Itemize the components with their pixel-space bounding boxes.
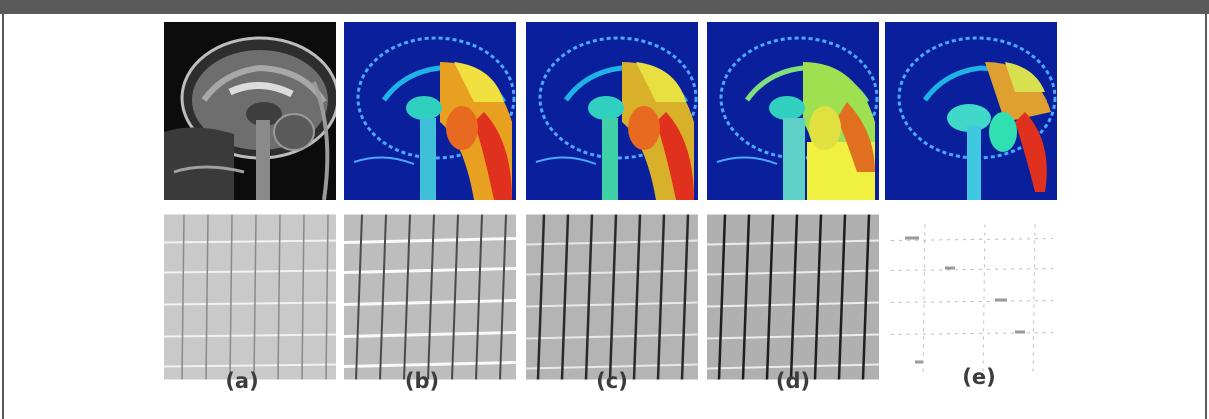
panel-a-brain-grayscale [164,22,336,200]
panel-b-brick-grayscale [344,208,516,386]
panel-d-brain-colormap [707,22,879,200]
panel-e-brick-sparse [885,208,1057,386]
panel-label-c: (c) [596,369,628,393]
panel-d-brick-grayscale [707,208,879,386]
panel-e-brain-colormap [885,22,1057,200]
top-border-bar [0,0,1209,14]
panel-label-a: (a) [225,369,259,393]
panel-a-brick-grayscale [164,208,336,386]
panel-c-brick-grayscale [526,208,698,386]
panel-label-d: (d) [775,369,811,393]
panel-c-brain-colormap [526,22,698,200]
panel-label-b: (b) [404,369,440,393]
panel-b-brain-colormap [344,22,516,200]
panel-label-e: (e) [962,365,996,389]
